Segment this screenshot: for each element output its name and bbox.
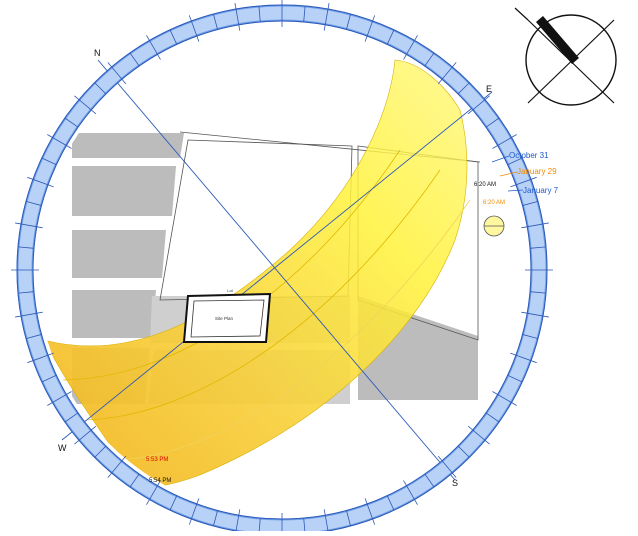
- ring-tick: [521, 222, 549, 229]
- ring-tick: [64, 412, 79, 423]
- ring-tick: [467, 425, 490, 445]
- compass-west-label: W: [58, 443, 67, 453]
- ring-tick: [424, 473, 435, 488]
- january29-leader: [499, 171, 518, 177]
- ring-tick: [510, 352, 537, 364]
- ring-tick: [530, 246, 547, 249]
- ring-tick: [522, 334, 539, 339]
- ring-tick: [424, 52, 435, 67]
- sunset-time-2: 5:54 PM: [149, 478, 171, 484]
- compass-axes: [61, 59, 493, 481]
- sun-path-hour-arc-2: [79, 169, 441, 421]
- ring-tick: [25, 201, 42, 206]
- ring-tick: [457, 445, 470, 458]
- ring-tick: [364, 15, 376, 42]
- ring-tick: [510, 176, 537, 188]
- ring-tick: [146, 480, 161, 505]
- ring-tick: [17, 291, 34, 294]
- gray-block-4: [72, 290, 156, 338]
- ring-tick: [41, 374, 57, 383]
- ring-tick: [323, 3, 330, 31]
- ring-tick: [507, 374, 523, 383]
- ring-tick: [107, 62, 127, 85]
- ring-tick: [15, 222, 43, 229]
- ring-tick: [15, 311, 43, 318]
- ring-tick: [346, 510, 351, 527]
- building-label: Site Plan: [215, 316, 234, 321]
- gray-block-2: [72, 166, 176, 216]
- ring-tick: [129, 52, 140, 67]
- ring-tick: [303, 5, 306, 22]
- compass-rose-pointer: [514, 7, 529, 21]
- ring-tick: [258, 5, 261, 22]
- ring-tick: [403, 35, 418, 60]
- compass-rose-icon: [514, 7, 617, 106]
- october-leader: [491, 155, 510, 163]
- north-south-axis: [97, 59, 456, 481]
- ring-tick: [25, 334, 42, 339]
- ring-tick: [346, 13, 351, 30]
- ring-tick: [107, 455, 127, 478]
- west-east-axis: [61, 91, 493, 441]
- ring-tick: [386, 29, 395, 45]
- ring-ticks: [11, 0, 553, 536]
- ring-tick: [188, 498, 200, 525]
- sunset-time-1: 5:53 PM: [146, 457, 168, 463]
- ring-tick: [47, 134, 72, 149]
- ring-tick: [27, 352, 54, 364]
- compass-south-label: S: [452, 478, 458, 488]
- ring-tick: [27, 176, 54, 188]
- ring-tick: [64, 117, 79, 128]
- ring-tick: [169, 495, 178, 511]
- ring-tick: [530, 291, 547, 294]
- ring-tick: [507, 157, 523, 166]
- sunrise-time-1: 6:20 AM: [474, 182, 496, 188]
- ring-tick: [17, 246, 34, 249]
- ring-tick: [485, 117, 500, 128]
- ring-tick: [467, 95, 490, 115]
- date-january7: January 7: [523, 186, 559, 195]
- gray-block-3: [72, 230, 166, 278]
- ring-tick: [492, 134, 517, 149]
- ring-tick: [74, 425, 97, 445]
- gray-block-1: [72, 133, 184, 158]
- ring-tick: [485, 412, 500, 423]
- center-building: Site Plan Lot: [182, 288, 272, 343]
- date-october: October 31: [509, 151, 549, 160]
- compass-rose-needle: [536, 16, 579, 64]
- ring-tick: [213, 13, 218, 30]
- date-january29: January 29: [517, 167, 557, 176]
- ring-tick: [94, 445, 107, 458]
- ring-tick: [146, 35, 161, 60]
- ring-tick: [386, 495, 395, 511]
- ring-tick: [94, 82, 107, 95]
- ring-tick: [521, 311, 549, 318]
- ring-tick: [522, 201, 539, 206]
- ring-tick: [234, 3, 241, 31]
- building-dimension: Lot: [227, 288, 233, 293]
- ring-tick: [457, 82, 470, 95]
- ring-tick: [364, 498, 376, 525]
- ring-tick: [403, 480, 418, 505]
- ring-tick: [74, 95, 97, 115]
- ring-tick: [169, 29, 178, 45]
- ring-tick: [437, 62, 457, 85]
- january7-leader: [507, 189, 524, 192]
- compass-east-label: E: [486, 84, 492, 94]
- ring-tick: [188, 15, 200, 42]
- building-inner: [190, 299, 265, 338]
- ring-tick: [129, 473, 140, 488]
- sun-path-hour-arc-3: [109, 199, 471, 461]
- ring-tick: [213, 510, 218, 527]
- compass-north-label: N: [94, 48, 101, 58]
- ring-tick: [41, 157, 57, 166]
- sunrise-time-2: 6:20 AM: [483, 200, 505, 206]
- ring-tick: [47, 391, 72, 406]
- ring-tick: [437, 455, 457, 478]
- ring-tick: [492, 391, 517, 406]
